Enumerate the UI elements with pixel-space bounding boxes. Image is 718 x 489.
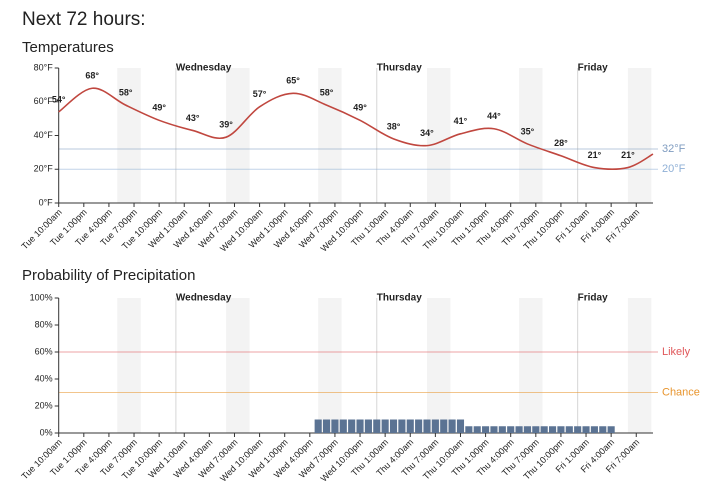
reference-label: Chance: [662, 386, 700, 398]
value-label: 21°: [588, 150, 602, 160]
night-band: [426, 298, 451, 433]
night-band: [226, 298, 250, 433]
chart-title: Temperatures: [22, 39, 114, 56]
bar: [440, 419, 448, 433]
value-label: 57°: [253, 89, 267, 99]
bar: [398, 419, 406, 433]
y-tick-label: 60%: [35, 346, 53, 356]
bar: [373, 419, 381, 433]
bar: [339, 419, 347, 433]
bar: [607, 426, 615, 433]
bar: [548, 426, 557, 433]
bar: [582, 426, 590, 433]
value-label: 58°: [320, 88, 334, 98]
bar: [406, 419, 414, 433]
reference-label: Likely: [662, 346, 691, 358]
day-label: Thursday: [377, 293, 422, 304]
temperature-line: [58, 87, 654, 170]
bar: [523, 426, 532, 433]
reference-label: 20°F: [662, 163, 686, 175]
y-tick-label: 60°F: [34, 96, 54, 106]
bar: [565, 426, 573, 433]
y-tick-label: 100%: [30, 292, 53, 302]
y-tick-label: 40°F: [34, 130, 54, 140]
value-label: 65°: [286, 76, 300, 86]
chart-title: Probability of Precipitation: [22, 267, 195, 284]
bar: [465, 426, 473, 433]
bar: [557, 426, 565, 433]
bar: [364, 419, 372, 433]
y-tick-label: 80°F: [34, 62, 54, 72]
bar: [423, 419, 431, 433]
value-label: 68°: [85, 71, 99, 81]
night-band: [117, 298, 141, 433]
y-tick-label: 80%: [35, 319, 53, 329]
bar: [389, 419, 398, 433]
value-label: 43°: [186, 113, 200, 123]
y-tick-label: 40%: [35, 373, 53, 383]
value-label: 38°: [387, 121, 401, 131]
y-tick-label: 20°F: [34, 164, 54, 174]
bar: [456, 419, 465, 433]
bar: [415, 419, 423, 433]
bar: [590, 426, 598, 433]
bar: [431, 419, 439, 433]
day-label: Wednesday: [176, 293, 232, 304]
value-label: 39°: [219, 120, 233, 130]
bar: [540, 426, 548, 433]
bar: [574, 426, 582, 433]
value-label: 54°: [52, 94, 66, 104]
bar: [482, 426, 490, 433]
bar: [498, 426, 506, 433]
bar: [490, 426, 498, 433]
reference-label: 32°F: [662, 143, 686, 155]
bar: [314, 419, 322, 433]
bar: [381, 419, 389, 433]
night-band: [627, 68, 652, 203]
value-label: 35°: [521, 126, 535, 136]
day-label: Friday: [578, 63, 608, 74]
value-label: 41°: [454, 116, 468, 126]
bar: [515, 426, 523, 433]
y-tick-label: 0°F: [39, 197, 54, 207]
bar: [532, 426, 540, 433]
bar: [599, 426, 607, 433]
value-label: 49°: [152, 103, 166, 113]
value-label: 58°: [119, 88, 133, 98]
value-label: 49°: [353, 103, 367, 113]
bar: [331, 419, 339, 433]
bar: [448, 419, 456, 433]
bar: [348, 419, 356, 433]
value-label: 21°: [621, 150, 635, 160]
day-label: Thursday: [377, 63, 422, 74]
value-label: 28°: [554, 138, 568, 148]
bar: [356, 419, 364, 433]
y-tick-label: 20%: [35, 400, 53, 410]
day-label: Friday: [578, 293, 608, 304]
night-band: [627, 298, 652, 433]
bar: [473, 426, 481, 433]
night-band: [519, 298, 543, 433]
value-label: 34°: [420, 128, 434, 138]
page-title: Next 72 hours:: [22, 9, 146, 30]
bar: [507, 426, 515, 433]
night-band: [318, 298, 342, 433]
day-label: Wednesday: [176, 63, 232, 74]
value-label: 44°: [487, 111, 501, 121]
y-tick-label: 0%: [40, 427, 53, 437]
bar: [322, 419, 331, 433]
